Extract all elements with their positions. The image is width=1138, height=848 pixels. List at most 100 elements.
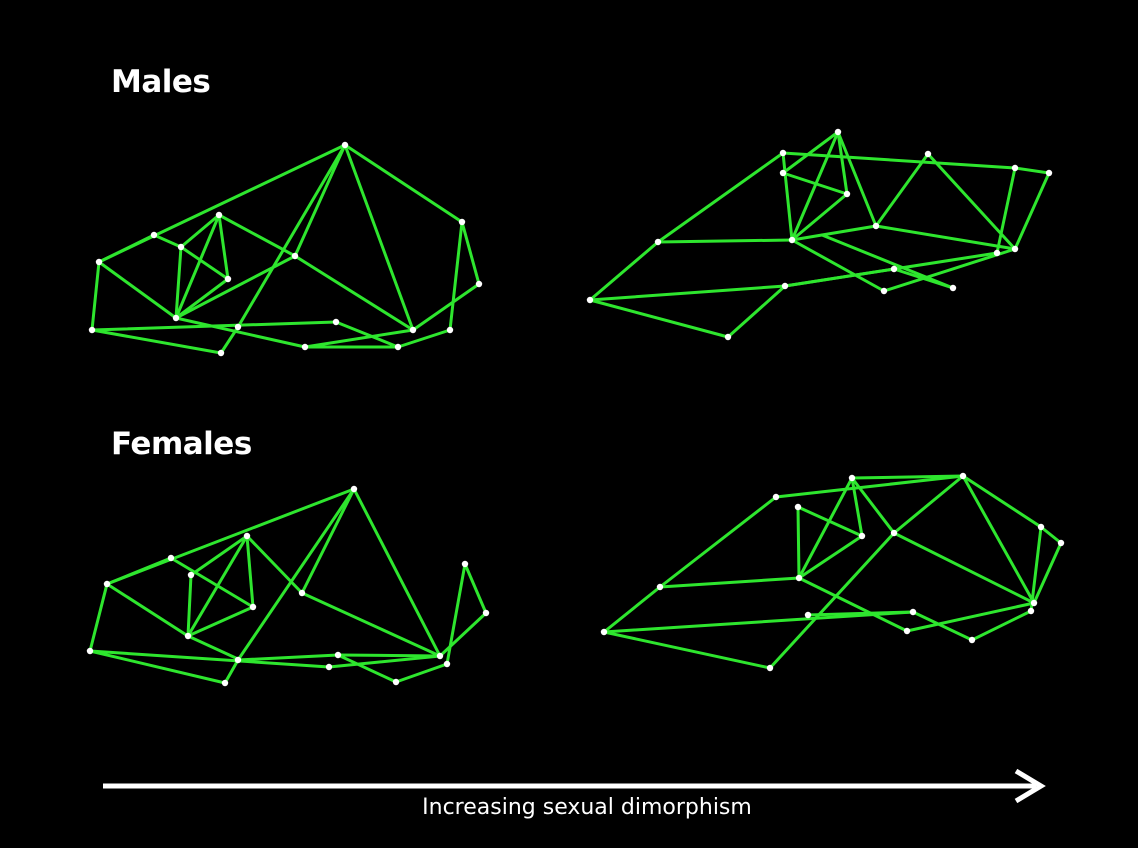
- network-edge: [460, 220, 481, 286]
- landmark-node: [249, 603, 257, 611]
- network-edge: [961, 474, 1043, 529]
- network-edge: [236, 653, 340, 662]
- network-edge: [820, 233, 955, 290]
- network-edge: [343, 143, 415, 332]
- landmark-node: [600, 628, 608, 636]
- network-edge: [174, 213, 221, 320]
- landmark-node: [221, 679, 229, 687]
- network-edge: [179, 245, 230, 281]
- network-edge: [293, 143, 347, 258]
- network-edge: [394, 662, 449, 684]
- landmark-node: [475, 280, 483, 288]
- landmark-node: [724, 333, 732, 341]
- network-edge: [105, 582, 190, 638]
- landmark-node: [446, 326, 454, 334]
- network-edge: [300, 591, 442, 658]
- network-edge: [790, 224, 878, 242]
- landmark-node: [848, 474, 856, 482]
- landmark-node: [177, 243, 185, 251]
- landmark-node: [301, 343, 309, 351]
- landmark-node: [150, 231, 158, 239]
- network-edge: [768, 531, 896, 670]
- landmark-node: [779, 149, 787, 157]
- landmark-node: [332, 318, 340, 326]
- network-edge: [790, 238, 886, 293]
- network-edge: [781, 151, 1017, 170]
- landmark-node: [436, 652, 444, 660]
- landmark-node: [788, 236, 796, 244]
- network-edge: [236, 487, 356, 662]
- landmark-node: [88, 326, 96, 334]
- landmark-node: [482, 609, 490, 617]
- network-edge: [797, 534, 864, 580]
- network-edge: [790, 192, 849, 242]
- network-edge: [874, 152, 930, 228]
- network-edge: [892, 531, 1036, 605]
- dimorphism-arrow: [103, 768, 1046, 804]
- landmark-node: [1037, 523, 1045, 531]
- landmark-node: [903, 627, 911, 635]
- network-edge: [781, 151, 794, 242]
- landmark-node: [872, 222, 880, 230]
- network-edge: [334, 320, 400, 349]
- network-edge: [223, 658, 240, 685]
- landmark-node: [409, 326, 417, 334]
- landmark-node: [843, 190, 851, 198]
- network-edge: [797, 576, 909, 633]
- axis-caption: Increasing sexual dimorphism: [422, 795, 752, 820]
- network-edge: [293, 254, 415, 332]
- network-edge: [352, 487, 442, 658]
- network-edge: [602, 630, 772, 670]
- network-edge: [174, 277, 230, 320]
- network-edge: [396, 328, 452, 349]
- landmark-node: [86, 647, 94, 655]
- network-edge: [882, 247, 1017, 293]
- network-edge: [781, 130, 840, 175]
- network-edge: [189, 534, 249, 577]
- network-edge: [463, 562, 488, 615]
- landmark-node: [586, 296, 594, 304]
- network-edge: [1013, 166, 1051, 175]
- network-edge: [245, 534, 255, 609]
- landmark-node: [959, 472, 967, 480]
- network-edge: [656, 151, 785, 244]
- network-edge: [105, 487, 356, 586]
- landmark-node: [341, 141, 349, 149]
- network-edge: [774, 474, 965, 499]
- landmark-node: [909, 608, 917, 616]
- landmark-node: [443, 660, 451, 668]
- network-edge: [850, 476, 864, 538]
- network-edge: [245, 534, 304, 595]
- landmark-node: [804, 611, 812, 619]
- network-edge: [790, 130, 840, 242]
- network-edge: [219, 325, 240, 355]
- network-edge: [88, 649, 227, 685]
- landmark-node: [772, 493, 780, 501]
- network-edge: [961, 474, 1036, 605]
- network-edge: [236, 143, 347, 329]
- landmark-node: [243, 532, 251, 540]
- network-edge: [438, 611, 488, 658]
- landmark-node: [890, 529, 898, 537]
- network-edge: [905, 601, 1036, 633]
- network-edge: [970, 609, 1033, 642]
- landmark-node: [1011, 245, 1019, 253]
- landmark-node: [234, 656, 242, 664]
- landmark-node: [184, 632, 192, 640]
- network-edge: [336, 653, 398, 684]
- network-males-left: [88, 141, 483, 357]
- network-edge: [174, 316, 307, 349]
- network-edge: [174, 245, 183, 320]
- network-edge: [806, 610, 915, 617]
- landmark-node: [890, 265, 898, 273]
- landmark-node: [766, 664, 774, 672]
- landmark-node: [215, 211, 223, 219]
- network-edge: [88, 649, 331, 669]
- network-edge: [1039, 525, 1063, 545]
- network-edge: [874, 224, 1017, 251]
- network-edge: [343, 143, 464, 224]
- landmark-node: [795, 574, 803, 582]
- landmark-node: [234, 323, 242, 331]
- landmark-node: [291, 252, 299, 260]
